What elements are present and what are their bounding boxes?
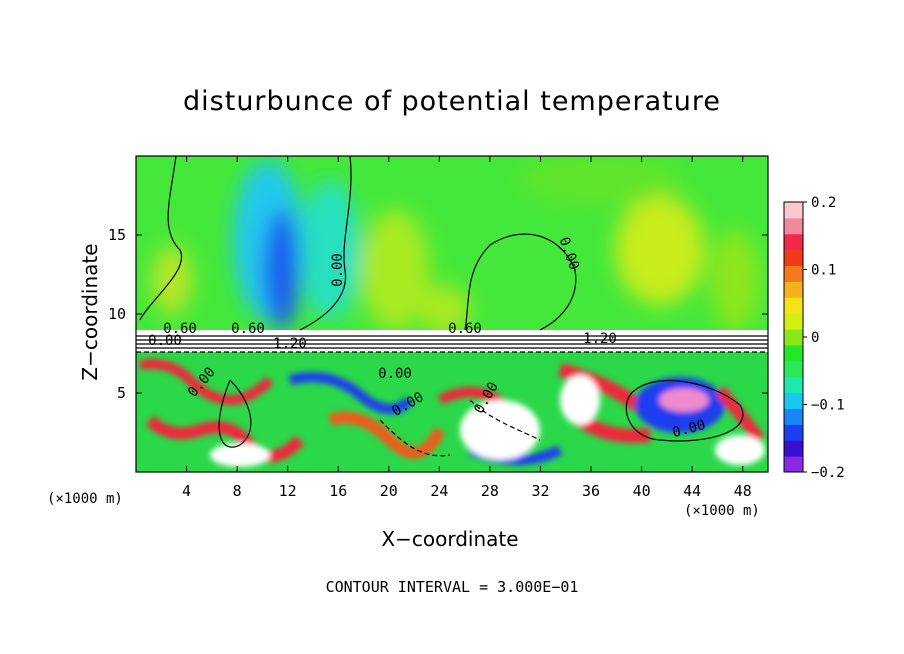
colorbar-tick-label: 0.1 [811,263,836,279]
colorbar-tick-label: −0.2 [811,465,845,481]
x-tick-label: 36 [582,482,600,500]
colorbar-segment [784,344,803,362]
contour-interval-text: CONTOUR INTERVAL = 3.000E−01 [325,578,579,596]
contour-label: 0.00 [378,366,412,382]
x-ticks: 4 8 12 16 20 24 28 32 36 40 44 48 [182,156,752,500]
contour-label: 0.00 [148,333,182,349]
colorbar-segment [784,329,803,346]
x-tick-label: 16 [329,482,347,500]
y-ticks: 5 10 15 [108,226,768,402]
heatmap-field [136,156,768,472]
x-tick-label: 48 [734,482,752,500]
y-tick-label: 5 [117,384,126,402]
x-tick-label: 32 [531,482,549,500]
chart-title: disturbunce of potential temperature [183,86,721,117]
y-tick-label: 15 [108,226,126,244]
colorbar-segment [784,217,803,235]
colorbar-segment [784,392,803,409]
contour-label: 0.60 [231,321,265,337]
x-tick-label: 24 [430,482,448,500]
colorbar-segment [784,456,803,473]
contour-label: 0.60 [163,321,197,337]
contour-label: 0.60 [448,321,482,337]
x-unit-label-left: (×1000 m) [47,491,123,507]
contour-label: 1.20 [583,331,617,347]
colorbar-segment [784,202,803,219]
x-tick-label: 12 [279,482,297,500]
colorbar-segment [784,281,803,298]
x-tick-label: 28 [481,482,499,500]
colorbar-segment [784,249,803,267]
colorbar-segment [784,233,803,251]
colorbar-segment [784,408,803,425]
y-tick-label: 10 [108,305,126,323]
colorbar-segment [784,313,803,330]
colorbar-segment [784,265,803,282]
x-tick-label: 20 [380,482,398,500]
colorbar [784,202,803,473]
colorbar-tick-label: 0 [811,330,819,346]
contour-label: 1.20 [273,336,307,352]
colorbar-segment [784,424,803,441]
colorbar-segment [784,440,803,457]
x-tick-label: 8 [233,482,242,500]
colorbar-segment [784,360,803,378]
x-axis-label: X−coordinate [381,527,519,551]
colorbar-segment [784,376,803,394]
colorbar-segment [784,297,803,314]
contour-label: 0.00 [330,253,346,287]
x-tick-label: 4 [182,482,191,500]
x-unit-label-right: (×1000 m) [684,503,760,519]
x-tick-label: 44 [683,482,701,500]
x-tick-label: 40 [633,482,651,500]
colorbar-ticks: 0.2 0.1 0 −0.1 −0.2 [803,195,845,481]
colorbar-tick-label: −0.1 [811,398,845,414]
contour-lines [136,156,768,457]
colorbar-tick-label: 0.2 [811,195,836,211]
